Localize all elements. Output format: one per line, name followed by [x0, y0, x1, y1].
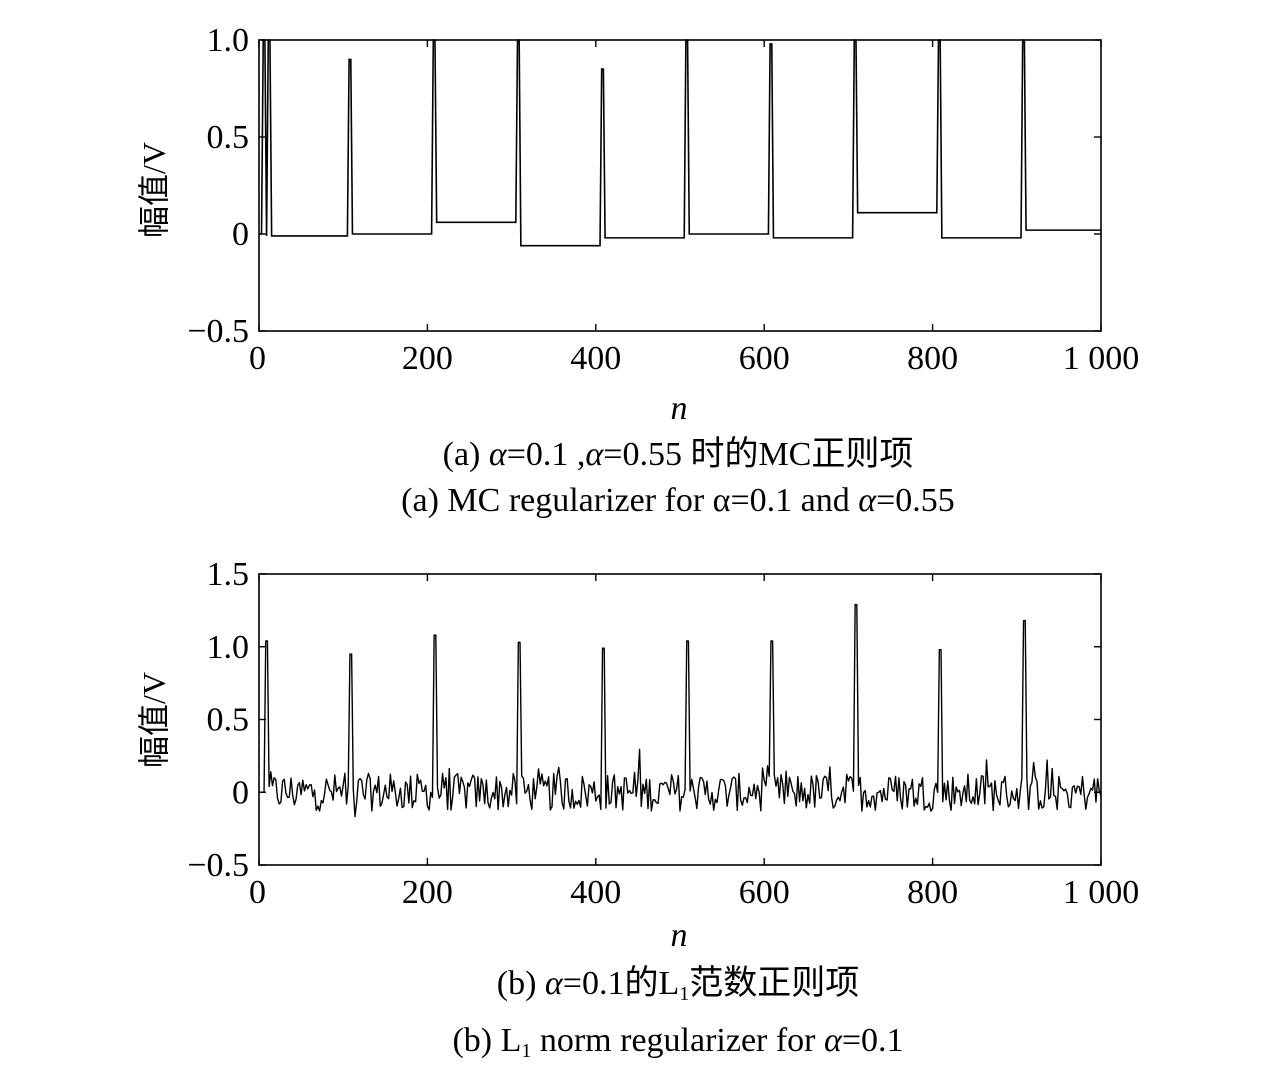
- x-tick-label: 0: [249, 340, 266, 377]
- y-tick-label: 1.0: [207, 22, 250, 59]
- chart-a-series-line: [259, 39, 1101, 247]
- chart-a-y-axis-label: 幅值/V: [136, 142, 172, 238]
- chart-a-x-ticks: 0 200 400 600 800 1 000: [249, 40, 1139, 377]
- chart-a-y-ticks: 1.0 0.5 0 −0.5: [187, 22, 1101, 350]
- chart-b-x-axis-label: n: [671, 917, 688, 954]
- chart-b-y-axis-label: 幅值/V: [136, 672, 172, 768]
- x-tick-label: 800: [907, 340, 958, 377]
- chart-a-caption-cn: (a) α=0.1 ,α=0.55 时的MC正则项: [443, 435, 914, 473]
- y-tick-label: −0.5: [187, 847, 249, 884]
- chart-b-series-line: [259, 603, 1102, 818]
- chart-b-plot-frame: [258, 573, 1102, 866]
- y-tick-label: 1.0: [207, 629, 250, 666]
- y-tick-label: 0: [232, 216, 249, 253]
- chart-a: 1.00.50−0.5 0 200 400 600 800 1 000 幅值/V n (a…: [136, 22, 1139, 519]
- chart-b-caption-en: (b) L1 norm regularizer for α=0.1: [452, 1022, 903, 1062]
- x-tick-label: 0: [249, 874, 266, 911]
- y-tick-label: 0.5: [207, 702, 250, 739]
- x-tick-label: 200: [402, 340, 453, 377]
- x-tick-label: 800: [907, 874, 958, 911]
- x-tick-label: 400: [570, 340, 621, 377]
- y-tick-label: 0.5: [207, 119, 250, 156]
- y-tick-label: −0.5: [187, 313, 249, 350]
- x-tick-label: 1 000: [1063, 340, 1140, 377]
- chart-b: 1.51.00.50−0.5 0 200 400 600 800 1 000 幅值/V n…: [136, 556, 1139, 1062]
- x-tick-label: 1 000: [1063, 874, 1140, 911]
- chart-b-x-ticks: 0 200 400 600 800 1 000: [249, 574, 1139, 911]
- chart-b-caption-cn: (b) α=0.1的L1范数正则项: [497, 964, 859, 1005]
- x-tick-label: 600: [739, 340, 790, 377]
- chart-a-x-axis-label: n: [671, 390, 688, 427]
- chart-a-plot-frame: [258, 39, 1102, 332]
- chart-a-caption-en: (a) MC regularizer for α=0.1 and α=0.55: [401, 482, 955, 519]
- y-tick-label: 0: [232, 774, 249, 811]
- x-tick-label: 200: [402, 874, 453, 911]
- y-tick-label: 1.5: [207, 556, 250, 593]
- x-tick-label: 600: [739, 874, 790, 911]
- chart-b-y-ticks: 1.5 1.0 0.5 0 −0.5: [187, 556, 1101, 884]
- x-tick-label: 400: [570, 874, 621, 911]
